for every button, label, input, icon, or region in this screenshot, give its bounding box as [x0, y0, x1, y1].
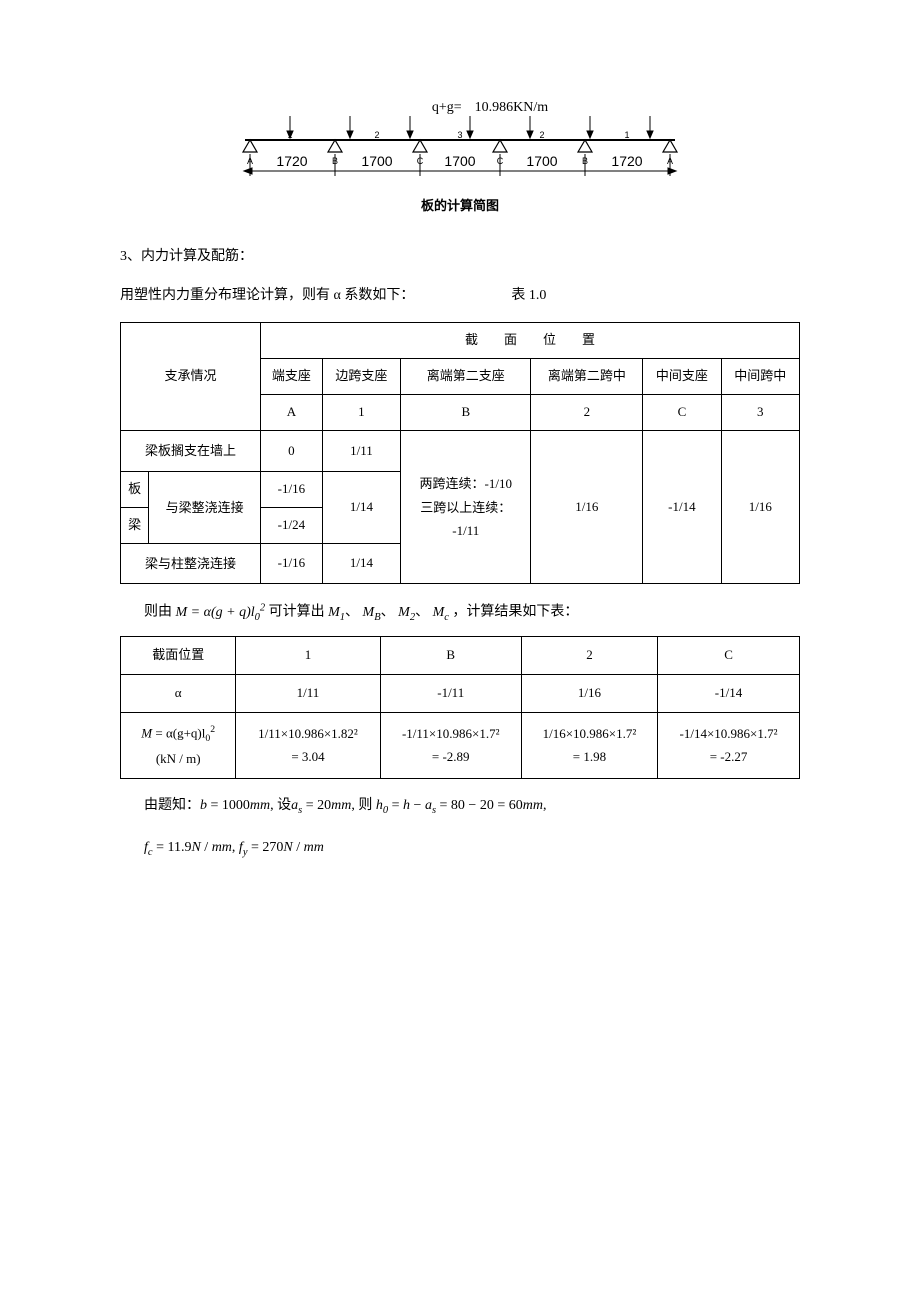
t1-B-l2: 三跨以上连续： [420, 500, 511, 515]
diagram-caption: 板的计算简图 [120, 195, 800, 214]
fi-m1: M1 [328, 605, 345, 620]
t1-edge-span: 边跨支座 [322, 359, 400, 395]
t2-m-label: M = α(g+q)l02 (kN / m) [121, 712, 236, 779]
load-prefix: q+g= [432, 100, 462, 115]
t2-m3: 1/16×10.986×1.7² = 1.98 [521, 712, 657, 779]
t2-m4-l1: -1/14×10.986×1.7² [680, 726, 778, 741]
span-dim-4: 1700 [526, 153, 557, 169]
t1-slab-label: 板 [121, 471, 149, 507]
t1-col3: 1/16 [721, 431, 799, 584]
t1-mid-support: 中间支座 [643, 359, 721, 395]
t1-r2-one: 1/14 [322, 471, 400, 543]
fi-mc: Mc [433, 605, 449, 620]
t2-m3-l1: 1/16×10.986×1.7² [543, 726, 637, 741]
t2-m2-l1: -1/11×10.986×1.7² [402, 726, 500, 741]
t1-slab-A: -1/16 [261, 471, 323, 507]
t2-h1: 1 [236, 636, 380, 674]
t1-r1-label: 梁板搁支在墙上 [121, 431, 261, 471]
t2-h0: 截面位置 [121, 636, 236, 674]
beam-diagram: q+g= 10.986KN/m [120, 100, 800, 214]
t2-m3-l2: = 1.98 [573, 749, 606, 764]
beam-svg: 1 2 3 2 1 A B C C B A [230, 116, 690, 186]
load-label-row: q+g= 10.986KN/m [180, 100, 800, 116]
final-line2: fc = 11.9N / mm, fy = 270N / mm [144, 835, 800, 863]
t1-r2-sub: 与梁整浇连接 [149, 471, 261, 543]
t1-r3-one: 1/14 [322, 543, 400, 583]
t1-second-span-mid: 离端第二跨中 [531, 359, 643, 395]
t1-abc-1: 1 [322, 395, 400, 431]
page: q+g= 10.986KN/m [0, 0, 920, 931]
t2-m4: -1/14×10.986×1.7² = -2.27 [658, 712, 800, 779]
fi-mB: MB [363, 605, 381, 620]
final-line1: 由题知：b = 1000mm, 设as = 20mm, 则 h0 = h − a… [144, 793, 800, 821]
t2-alpha-label: α [121, 674, 236, 712]
span-label-4: 2 [539, 130, 544, 140]
t1-colC: -1/14 [643, 431, 721, 584]
t1-r1-one: 1/11 [322, 431, 400, 471]
t1-beam-label: 梁 [121, 507, 149, 543]
t2-h3: 2 [521, 636, 657, 674]
fi-prefix: 则由 [144, 605, 172, 620]
t1-r1-A: 0 [261, 431, 323, 471]
span-label-1: 1 [287, 130, 292, 140]
span-dim-3: 1700 [444, 153, 475, 169]
t1-abc-3: 3 [721, 395, 799, 431]
t2-m1-l2: = 3.04 [291, 749, 324, 764]
t1-B-text: 两跨连续：-1/10 三跨以上连续： -1/11 [401, 431, 531, 584]
t1-beam-A: -1/24 [261, 507, 323, 543]
t1-mid-span: 中间跨中 [721, 359, 799, 395]
load-value: 10.986KN/m [475, 100, 549, 115]
t1-end-support: 端支座 [261, 359, 323, 395]
t2-a3: 1/16 [521, 674, 657, 712]
t1-r3-A: -1/16 [261, 543, 323, 583]
t2-a1: 1/11 [236, 674, 380, 712]
t2-a2: -1/11 [380, 674, 521, 712]
intro-right: 表 1.0 [511, 288, 546, 303]
t1-support-condition: 支承情况 [121, 323, 261, 431]
alpha-coeff-table: 支承情况 截 面 位 置 端支座 边跨支座 离端第二支座 离端第二跨中 中间支座… [120, 322, 800, 584]
t1-header-top: 截 面 位 置 [261, 323, 800, 359]
section3-heading: 3、内力计算及配筋： [120, 244, 800, 269]
t2-a4: -1/14 [658, 674, 800, 712]
results-table: 截面位置 1 B 2 C α 1/11 -1/11 1/16 -1/14 M =… [120, 636, 800, 780]
t2-m4-l2: = -2.27 [710, 749, 748, 764]
t2-h2: B [380, 636, 521, 674]
span-label-3: 3 [457, 130, 462, 140]
span-label-5: 1 [624, 130, 629, 140]
t1-abc-B: B [401, 395, 531, 431]
span-label-2: 2 [374, 130, 379, 140]
section3-intro: 用塑性内力重分布理论计算，则有 α 系数如下： 表 1.0 [120, 283, 800, 308]
t2-m1-l1: 1/11×10.986×1.82² [258, 726, 358, 741]
t2-m1: 1/11×10.986×1.82² = 3.04 [236, 712, 380, 779]
t2-m-label-l2: (kN / m) [156, 751, 201, 766]
span-dim-2: 1700 [361, 153, 392, 169]
formula-intro: 则由 M = α(g + q)l02 可计算出 M1、 MB、 M2、 Mc ，… [144, 598, 800, 627]
intro-left: 用塑性内力重分布理论计算，则有 α 系数如下： [120, 288, 414, 303]
t1-abc-A: A [261, 395, 323, 431]
span-dim-1: 1720 [276, 153, 307, 169]
fi-suffix: ，计算结果如下表： [452, 605, 578, 620]
span-dim-5: 1720 [611, 153, 642, 169]
fi-formula: M = α(g + q)l02 [176, 605, 266, 620]
t1-abc-2: 2 [531, 395, 643, 431]
t1-col2: 1/16 [531, 431, 643, 584]
t1-B-l1: 两跨连续：-1/10 [420, 476, 512, 491]
fi-mid: 可计算出 [269, 605, 325, 620]
t1-B-l3: -1/11 [452, 523, 479, 538]
t2-h4: C [658, 636, 800, 674]
t2-m2-l2: = -2.89 [432, 749, 470, 764]
t1-second-support: 离端第二支座 [401, 359, 531, 395]
fi-m2: M2 [398, 605, 415, 620]
t2-m2: -1/11×10.986×1.7² = -2.89 [380, 712, 521, 779]
t1-abc-C: C [643, 395, 721, 431]
t1-r3-label: 梁与柱整浇连接 [121, 543, 261, 583]
